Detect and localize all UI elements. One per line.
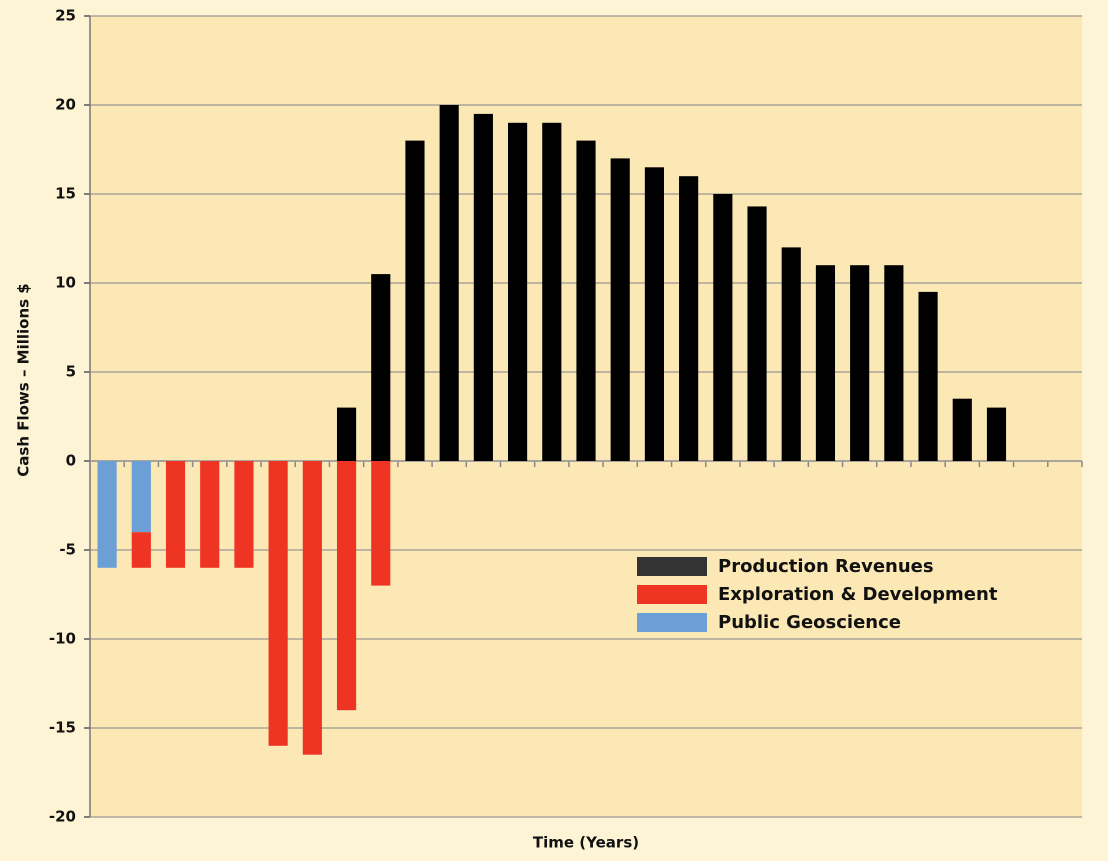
y-tick-label: -15 — [49, 719, 76, 737]
legend-swatch — [637, 557, 707, 576]
y-tick-label: -20 — [49, 808, 76, 826]
bar — [97, 461, 117, 568]
bar — [918, 291, 938, 461]
bar — [439, 105, 459, 461]
bar — [986, 407, 1007, 461]
bar — [405, 140, 425, 461]
bar — [747, 206, 767, 461]
bar — [131, 532, 151, 568]
legend-swatch — [637, 585, 707, 604]
legend-label: Exploration & Development — [718, 584, 998, 605]
bar — [200, 461, 220, 568]
y-tick-label: -10 — [49, 630, 76, 648]
bar — [610, 158, 630, 461]
bar — [884, 265, 904, 461]
y-tick-label: -5 — [59, 541, 76, 559]
bar — [371, 274, 391, 461]
y-tick-label: 15 — [55, 185, 76, 203]
bar — [781, 247, 801, 461]
bar — [165, 461, 186, 568]
bar — [473, 113, 493, 462]
y-axis-label: Cash Flows – Millions $ — [15, 283, 33, 476]
bar — [542, 122, 562, 462]
bar — [371, 461, 391, 586]
bar — [850, 265, 870, 461]
bar — [508, 122, 528, 462]
y-tick-label: 20 — [55, 96, 76, 114]
bar — [302, 461, 322, 755]
y-tick-label: 25 — [55, 7, 76, 25]
bar — [131, 461, 151, 533]
bar — [713, 194, 733, 461]
bar — [679, 176, 699, 461]
y-tick-label: 0 — [66, 452, 76, 470]
bar — [952, 398, 972, 461]
legend-label: Public Geoscience — [718, 612, 901, 633]
bar — [815, 265, 836, 461]
legend-swatch — [637, 613, 707, 632]
bar — [576, 140, 596, 461]
x-axis-label: Time (Years) — [533, 834, 639, 852]
y-tick-label: 10 — [55, 274, 76, 292]
bar — [336, 407, 357, 461]
bar — [336, 461, 357, 711]
bar — [644, 167, 664, 462]
bar — [234, 461, 254, 568]
legend-label: Production Revenues — [718, 556, 934, 577]
y-tick-label: 5 — [66, 363, 76, 381]
bar — [268, 461, 288, 746]
